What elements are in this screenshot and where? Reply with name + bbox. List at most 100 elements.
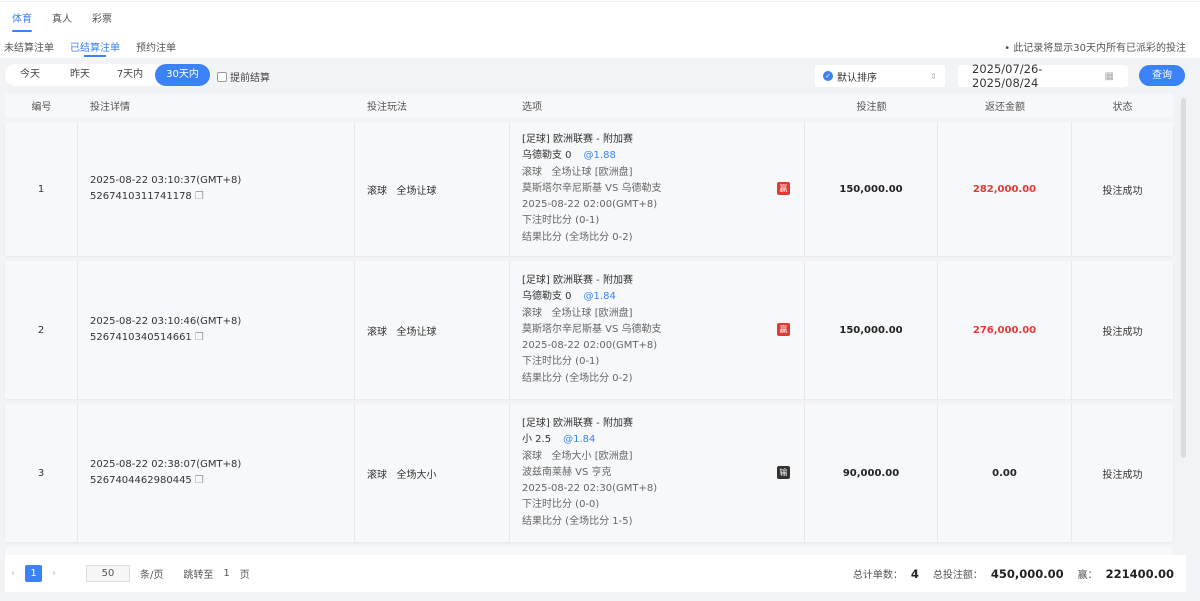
league: [足球] 欧洲联赛 - 附加赛 [522, 274, 633, 286]
market: 滚球 全场大小 [欧洲盘] [522, 450, 633, 462]
page-size-unit: 条/页 [140, 570, 164, 581]
bet-details: 2025-08-22 03:10:37(GMT+8) 5267410311741… [78, 122, 355, 256]
pagination-footer: ‹ 1 › 50 条/页 跳转至 1 页 总计单数： 4 总投注额： 450,000… [5, 555, 1186, 592]
bet-time: 2025-08-22 03:10:37(GMT+8) [90, 175, 242, 186]
bet-score: 下注时比分 (0-0) [522, 499, 600, 511]
col-details: 投注详情 [90, 102, 130, 113]
stake: 90,000.00 [805, 404, 938, 542]
total-stake-label: 总投注额： [932, 570, 983, 581]
prev-page-icon[interactable]: ‹ [11, 568, 15, 579]
league: [足球] 欧洲联赛 - 附加赛 [522, 133, 633, 145]
bet-id: 5267410311741178 [90, 191, 192, 202]
sort-select[interactable]: ✓ 默认排序 ⇕ [815, 65, 945, 87]
col-status: 状态 [1112, 102, 1133, 113]
tab-unsettled[interactable]: 未结算注单 [4, 43, 54, 54]
odds: @1.88 [583, 150, 616, 162]
col-stake: 投注额 [856, 102, 887, 113]
date-range-input[interactable]: 2025/07/26-2025/08/24 ▦ [958, 62, 1128, 90]
content-panel: 今天 昨天 7天内 30天内 提前结算 ✓ 默认排序 ⇕ 2025/07/26-20… [0, 58, 1200, 601]
bet-details: 2025-08-22 03:10:46(GMT+8) 5267410340514… [78, 261, 355, 399]
copy-icon[interactable]: ❐ [194, 475, 204, 486]
tab-reserved[interactable]: 预约注单 [136, 43, 176, 54]
league: [足球] 欧洲联赛 - 附加赛 [522, 417, 633, 429]
tab-lottery[interactable]: 彩票 [92, 14, 112, 25]
bet-option: [足球] 欧洲联赛 - 附加赛 小 2.5 @1.84 滚球 全场大小 [欧洲盘]… [510, 404, 805, 542]
bet-play: 滚球 全场让球 [355, 261, 510, 399]
bet-details: 2025-08-22 02:38:07(GMT+8) 5267404462980… [78, 404, 355, 542]
sort-arrows-icon: ⇕ [930, 71, 937, 81]
jump-label: 跳转至 [183, 570, 214, 581]
pick: 小 2.5 [522, 434, 552, 446]
check-circle-icon: ✓ [823, 71, 833, 81]
match: 莫斯塔尔辛尼斯基 VS 乌德勒支 [522, 323, 662, 335]
early-settle-label: 提前结算 [230, 73, 270, 84]
status: 投注成功 [1102, 469, 1143, 481]
scrollbar[interactable] [1181, 98, 1186, 458]
bet-score: 下注时比分 (0-1) [522, 215, 600, 227]
jump-page-input[interactable]: 1 [223, 568, 230, 579]
col-play: 投注玩法 [367, 102, 407, 113]
result-score: 结果比分 (全场比分 0-2) [522, 231, 633, 243]
table-row: 1 2025-08-22 03:10:37(GMT+8) 52674103117… [5, 122, 1173, 256]
page-size-input[interactable]: 50 [86, 565, 130, 582]
return-amount: 0.00 [938, 404, 1072, 542]
copy-icon[interactable]: ❐ [194, 332, 204, 343]
range-7days[interactable]: 7天内 [116, 69, 144, 80]
col-return: 返还金额 [985, 102, 1025, 113]
match: 波兹南莱赫 VS 亨克 [522, 466, 612, 478]
row-number: 1 [5, 122, 78, 256]
kickoff: 2025-08-22 02:00(GMT+8) [522, 199, 658, 211]
table-row: 3 2025-08-22 02:38:07(GMT+8) 52674044629… [5, 404, 1173, 542]
return-amount: 276,000.00 [938, 261, 1072, 399]
table-header: 编号 投注详情 投注玩法 选项 投注额 返还金额 状态 [5, 94, 1173, 117]
bet-score: 下注时比分 (0-1) [522, 356, 600, 368]
odds: @1.84 [563, 434, 596, 446]
market: 滚球 全场让球 [欧洲盘] [522, 166, 633, 178]
kickoff: 2025-08-22 02:30(GMT+8) [522, 483, 658, 495]
top-divider [0, 0, 1200, 2]
early-settle-checkbox[interactable]: 提前结算 [217, 69, 270, 84]
copy-icon[interactable]: ❐ [194, 191, 204, 202]
sort-value: 默认排序 [837, 72, 877, 84]
lose-badge: 输 [777, 466, 790, 479]
range-30days[interactable]: 30天内 [155, 64, 210, 86]
bet-id: 5267404462980445 [90, 475, 192, 486]
win-badge: 赢 [777, 323, 790, 336]
kickoff: 2025-08-22 02:00(GMT+8) [522, 340, 658, 352]
bet-id: 5267410340514661 [90, 332, 192, 343]
col-option: 选项 [522, 102, 542, 113]
next-page-icon[interactable]: › [52, 568, 56, 579]
bet-play: 滚球 全场大小 [355, 404, 510, 542]
page-button-1[interactable]: 1 [25, 565, 42, 582]
page-unit: 页 [239, 570, 250, 581]
status: 投注成功 [1102, 326, 1143, 338]
stake: 150,000.00 [805, 122, 938, 256]
checkbox-box[interactable] [217, 71, 227, 82]
tab-settled[interactable]: 已结算注单 [70, 39, 120, 57]
total-stake: 450,000.00 [990, 566, 1064, 581]
col-no: 编号 [31, 102, 52, 113]
bet-time: 2025-08-22 03:10:46(GMT+8) [90, 316, 242, 327]
stake: 150,000.00 [805, 261, 938, 399]
date-range-value: 2025/07/26-2025/08/24 [972, 62, 1043, 90]
market: 滚球 全场让球 [欧洲盘] [522, 307, 633, 319]
total-win: 221400.00 [1105, 566, 1174, 581]
calendar-icon: ▦ [1104, 70, 1114, 82]
total-win-label: 赢： [1077, 570, 1098, 581]
tab-live-casino[interactable]: 真人 [52, 14, 72, 25]
return-amount: 282,000.00 [938, 122, 1072, 256]
query-button[interactable]: 查询 [1139, 65, 1185, 86]
row-number: 2 [5, 261, 78, 399]
pick: 乌德勒支 0 [522, 150, 572, 162]
pick: 乌德勒支 0 [522, 291, 572, 303]
info-note: • 此记录将显示30天内所有已派彩的投注 [1004, 43, 1186, 54]
range-yesterday[interactable]: 昨天 [70, 69, 90, 80]
odds: @1.84 [583, 291, 616, 303]
range-today[interactable]: 今天 [20, 69, 40, 80]
status: 投注成功 [1102, 185, 1143, 197]
category-tabs: 体育 真人 彩票 [12, 10, 112, 32]
totals: 总计单数： 4 总投注额： 450,000.00 赢： 221400.00 [852, 566, 1180, 582]
tab-sports[interactable]: 体育 [12, 10, 32, 32]
bet-option: [足球] 欧洲联赛 - 附加赛 乌德勒支 0 @1.88 滚球 全场让球 [欧洲盘… [510, 122, 805, 256]
total-count-label: 总计单数： [852, 570, 903, 581]
